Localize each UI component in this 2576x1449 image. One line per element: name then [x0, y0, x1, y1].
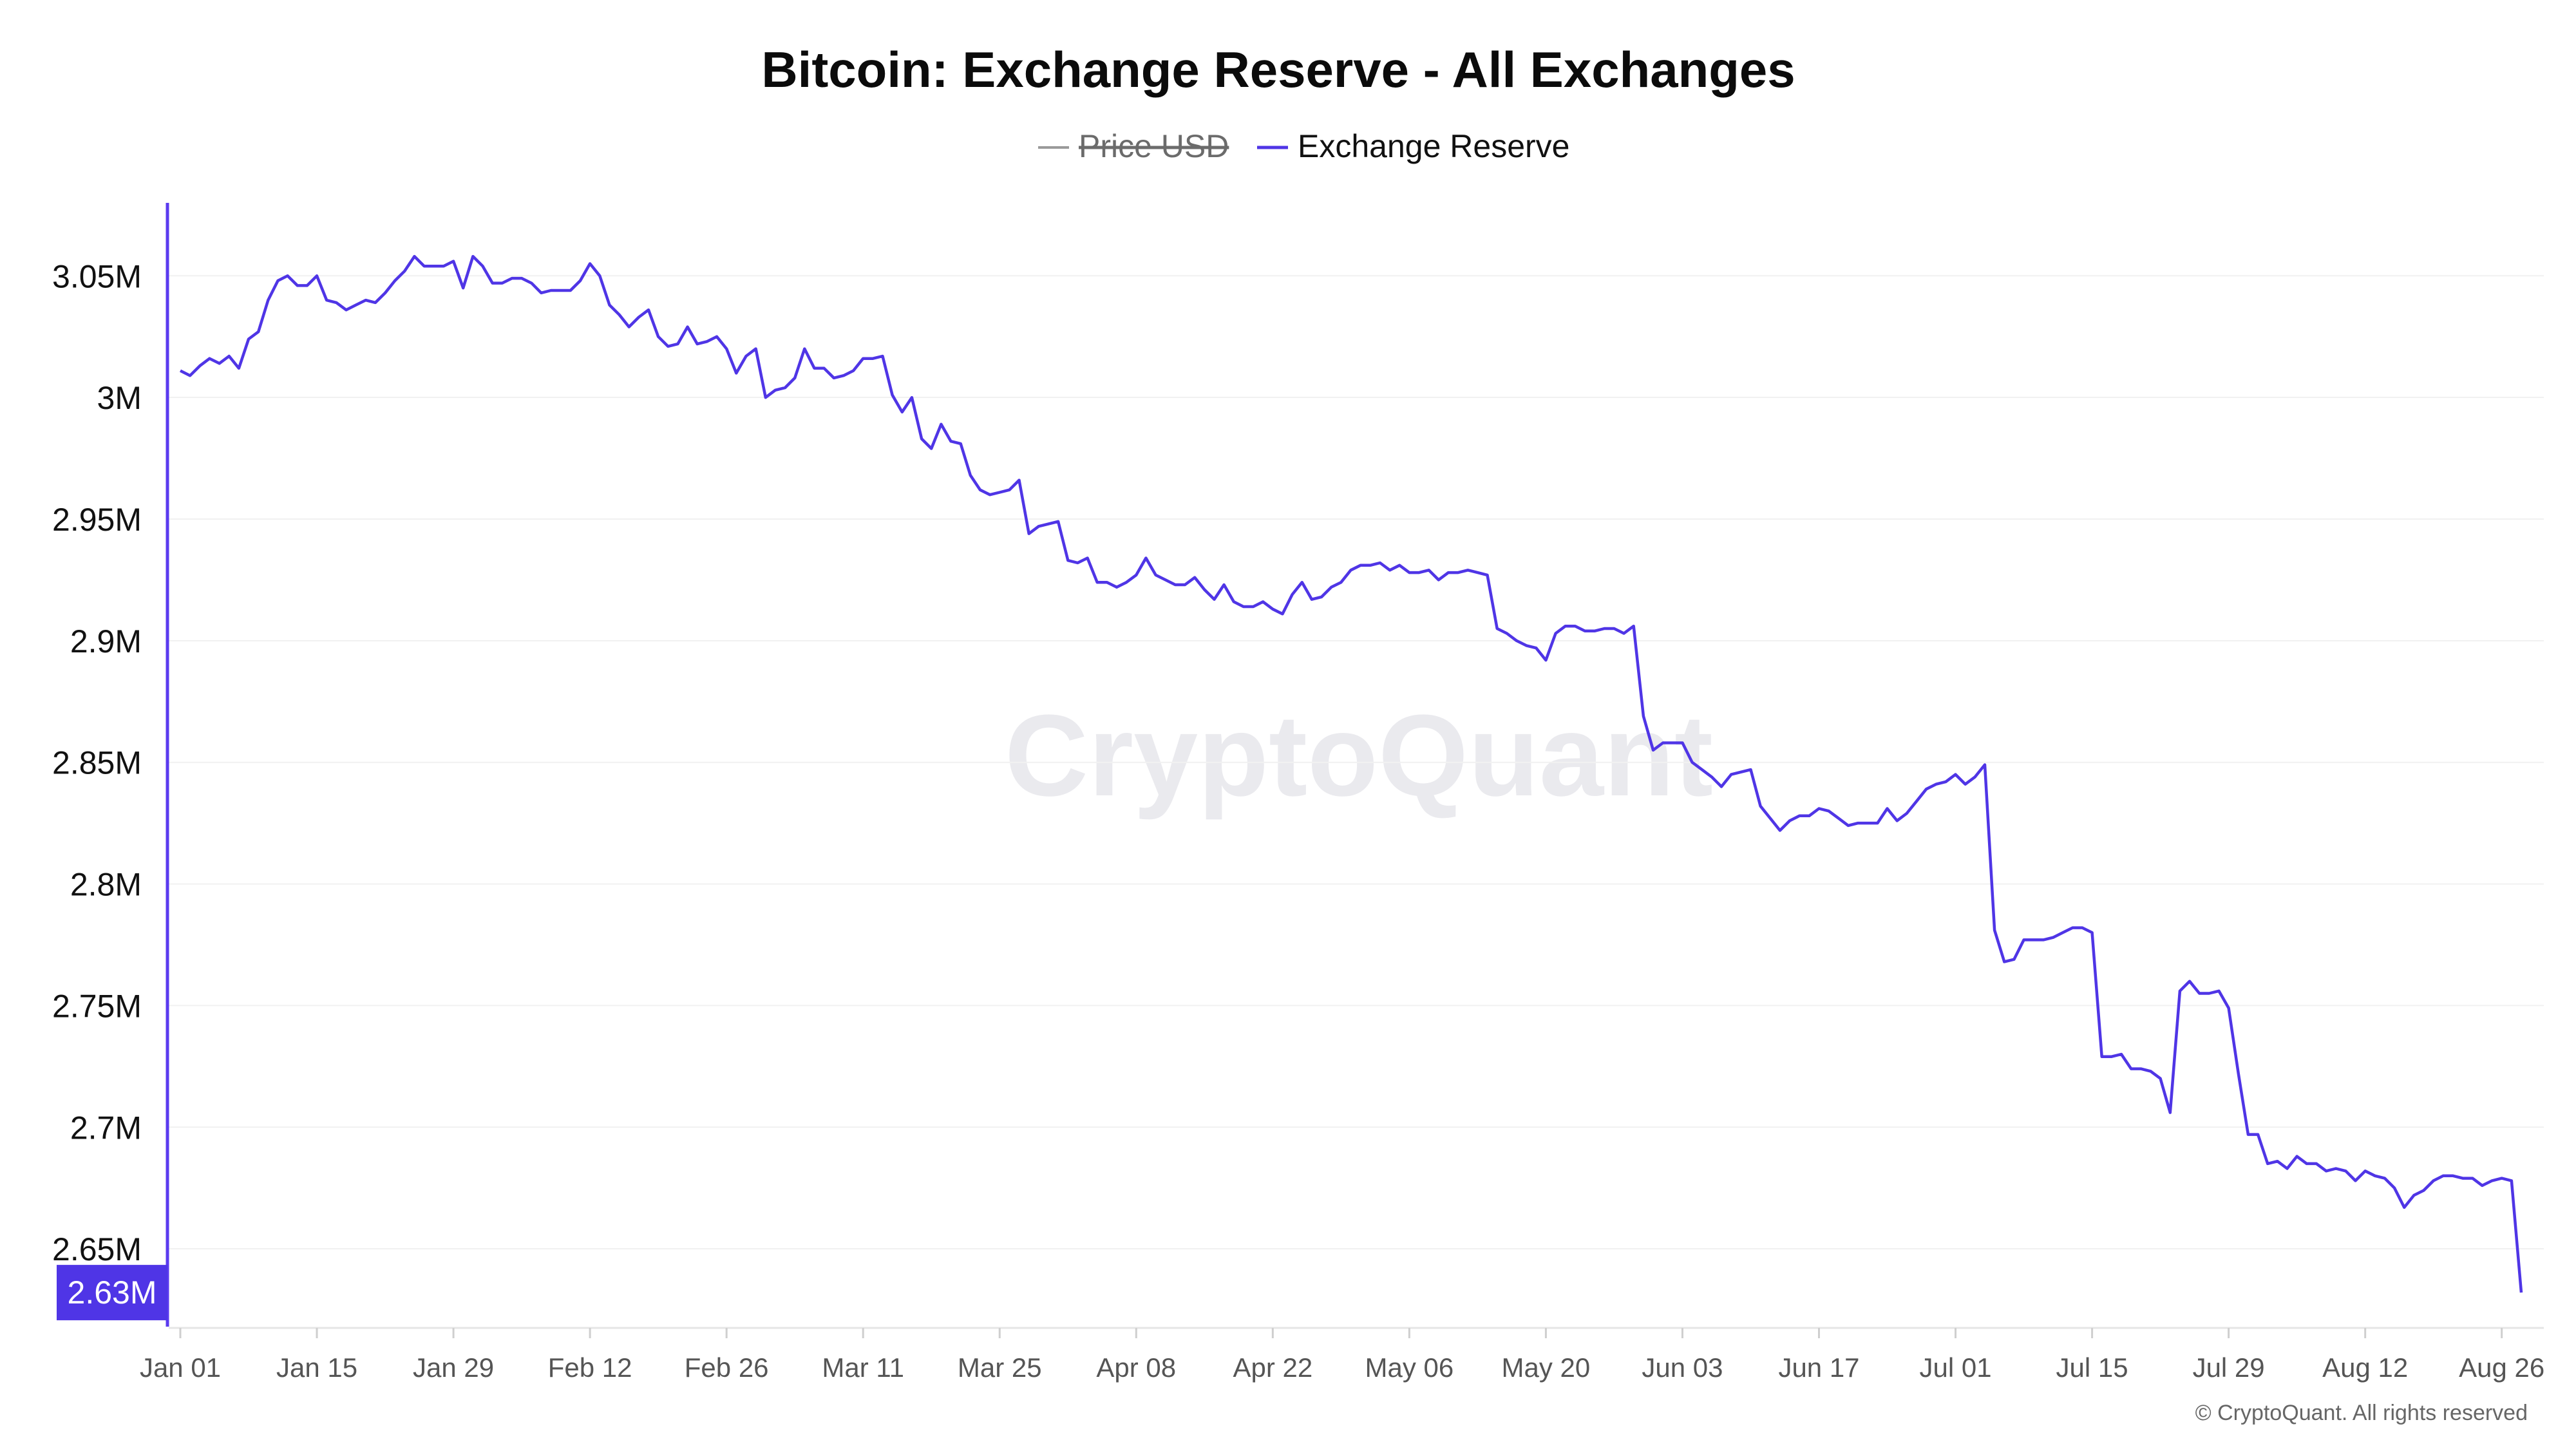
legend-item-exchange-reserve[interactable]: Exchange Reserve [1257, 128, 1569, 164]
x-tick-label: Jun 17 [1778, 1352, 1859, 1383]
x-axis-ticks: Jan 01 Jan 15 Jan 29 Feb 12 Feb 26 Mar 11 Mar … [140, 1328, 2544, 1383]
x-tick-label: Apr 08 [1096, 1352, 1176, 1383]
x-tick-label: Jul 29 [2193, 1352, 2265, 1383]
y-tick-label: 2.9M [70, 623, 142, 659]
x-tick-label: Jan 29 [413, 1352, 494, 1383]
y-tick-label: 2.7M [70, 1110, 142, 1146]
y-gridlines [169, 275, 2544, 1250]
series-line-exchange-reserve [179, 254, 2523, 1293]
x-tick-label: Jul 15 [2056, 1352, 2128, 1383]
x-tick-label: May 06 [1365, 1352, 1454, 1383]
y-tick-label: 3.05M [52, 258, 142, 294]
x-tick-label: Aug 26 [2459, 1352, 2544, 1383]
legend-item-price-usd[interactable]: Price USD [1038, 128, 1229, 164]
x-tick-label: Jan 15 [276, 1352, 357, 1383]
x-tick-label: Feb 26 [685, 1352, 769, 1383]
y-tick-label: 3M [97, 380, 142, 416]
y-tick-label: 2.85M [52, 745, 142, 781]
y-tick-label: 2.8M [70, 867, 142, 903]
copyright-notice: © CryptoQuant. All rights reserved [2195, 1401, 2528, 1425]
y-axis-ticks: 2.65M 2.7M 2.75M 2.8M 2.85M 2.9M 2.95M 3M 3.05M [52, 258, 142, 1267]
x-tick-label: Aug 12 [2322, 1352, 2408, 1383]
y-tick-label: 2.75M [52, 988, 142, 1024]
x-tick-label: Jun 03 [1642, 1352, 1723, 1383]
y-tick-label: 2.65M [52, 1231, 142, 1267]
current-value-badge: 2.63M [57, 1265, 167, 1321]
x-tick-label: Apr 22 [1233, 1352, 1312, 1383]
legend-label-price-usd: Price USD [1079, 128, 1229, 164]
x-tick-label: May 20 [1502, 1352, 1591, 1383]
x-tick-label: Mar 11 [822, 1352, 904, 1383]
chart-title: Bitcoin: Exchange Reserve - All Exchange… [761, 41, 1795, 98]
x-tick-label: Feb 12 [548, 1352, 632, 1383]
x-tick-label: Mar 25 [958, 1352, 1042, 1383]
legend-label-exchange-reserve: Exchange Reserve [1298, 128, 1569, 164]
y-tick-label: 2.95M [52, 502, 142, 538]
x-tick-label: Jan 01 [140, 1352, 221, 1383]
watermark: CryptoQuant [1005, 691, 1713, 820]
legend: Price USD Exchange Reserve [1038, 128, 1569, 164]
x-tick-label: Jul 01 [1920, 1352, 1992, 1383]
current-value-label: 2.63M [68, 1274, 157, 1311]
